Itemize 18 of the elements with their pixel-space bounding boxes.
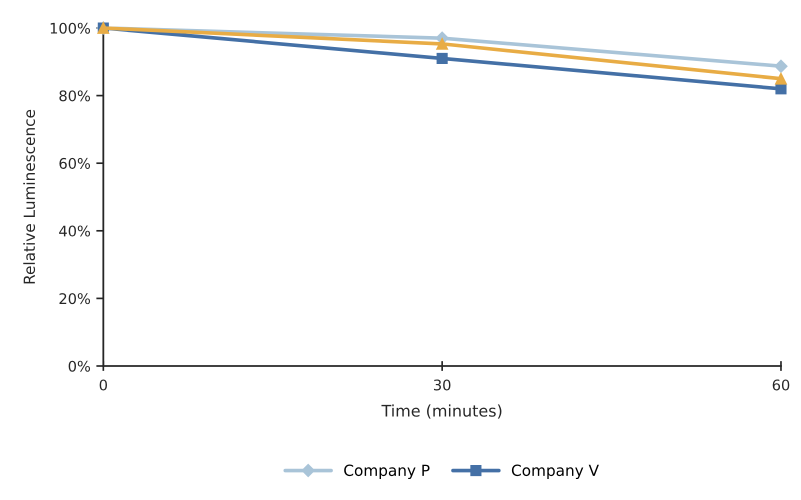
legend-label: Company V — [512, 464, 599, 480]
y-tick-label: 100% — [50, 22, 90, 34]
x-tick-label: 30 — [434, 379, 450, 390]
y-tick-label: 20% — [59, 293, 90, 304]
point — [775, 83, 787, 94]
point — [775, 72, 787, 85]
point — [774, 60, 788, 73]
x-tick-label: 0 — [100, 379, 107, 390]
legend-label: Company P — [344, 464, 430, 480]
y-tick-label: 60% — [59, 158, 90, 169]
point — [436, 52, 448, 64]
y-tick-label: 40% — [59, 226, 90, 237]
y-tick-label: 80% — [59, 90, 90, 102]
point — [436, 38, 448, 50]
x-axis-title: Time (minutes) — [381, 404, 502, 419]
y-tick-label: 0% — [68, 360, 90, 372]
x-tick-label: 60 — [772, 379, 790, 390]
y-axis-title: Relative Luminescence — [23, 110, 36, 284]
